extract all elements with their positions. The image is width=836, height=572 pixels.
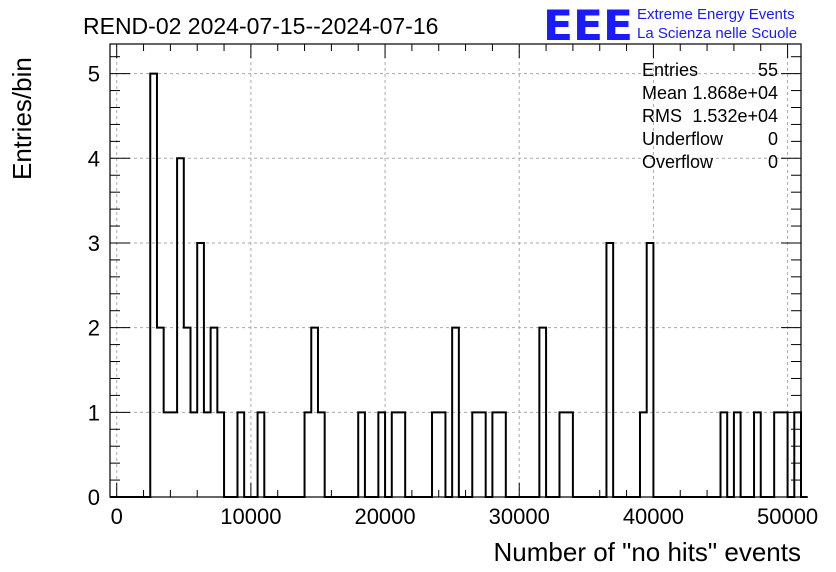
x-axis-label: Number of "no hits" events — [494, 537, 802, 567]
stat-value-rms: 1.532e+04 — [692, 106, 778, 126]
tick-labels: 0 10000 20000 30000 40000 50000 0 1 2 3 4 5 — [88, 62, 818, 529]
y-tick-label: 0 — [88, 485, 100, 510]
plot-frame — [109, 43, 802, 498]
stat-label-mean: Mean — [642, 83, 687, 103]
stats-box: Entries 55 Mean 1.868e+04 RMS 1.532e+04 … — [642, 60, 778, 172]
x-tick-label: 0 — [111, 504, 123, 529]
eee-logo-line2: La Scienza nelle Scuole — [637, 25, 797, 42]
eee-logo-mark: EEE — [543, 1, 633, 50]
x-tick-label: 40000 — [623, 504, 684, 529]
y-tick-label: 2 — [88, 316, 100, 341]
eee-logo-line1: Extreme Energy Events — [637, 6, 795, 23]
stat-label-rms: RMS — [642, 106, 682, 126]
x-tick-label: 50000 — [757, 504, 818, 529]
x-tick-label: 30000 — [489, 504, 550, 529]
eee-logo: EEE Extreme Energy Events La Scienza nel… — [543, 1, 797, 50]
chart-title: REND-02 2024-07-15--2024-07-16 — [83, 13, 438, 39]
y-tick-label: 3 — [88, 231, 100, 256]
y-tick-label: 5 — [88, 62, 100, 87]
y-tick-label: 1 — [88, 400, 100, 425]
grid-lines — [110, 44, 801, 497]
y-axis-label: Entries/bin — [7, 57, 37, 180]
x-tick-label: 10000 — [220, 504, 281, 529]
stat-label-entries: Entries — [642, 60, 698, 80]
stat-value-entries: 55 — [758, 60, 778, 80]
stat-value-overflow: 0 — [768, 152, 778, 172]
stat-value-underflow: 0 — [768, 129, 778, 149]
stat-value-mean: 1.868e+04 — [692, 83, 778, 103]
histogram-line — [110, 72, 808, 498]
x-tick-label: 20000 — [354, 504, 415, 529]
y-tick-label: 4 — [88, 146, 100, 171]
stat-label-overflow: Overflow — [642, 152, 714, 172]
stat-label-underflow: Underflow — [642, 129, 724, 149]
